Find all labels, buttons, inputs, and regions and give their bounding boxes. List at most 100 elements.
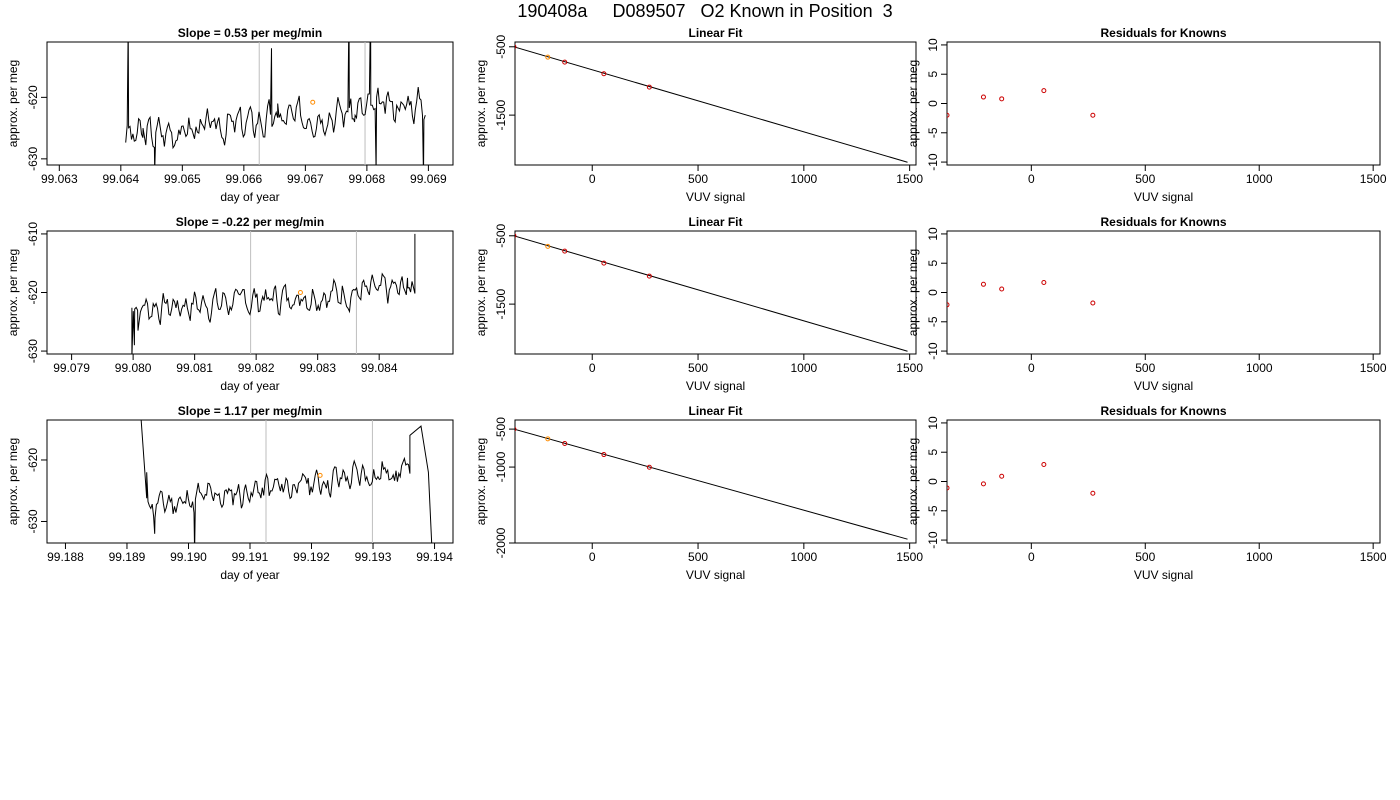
x-tick-label: 0 <box>1028 172 1035 186</box>
plot-frame <box>46 41 454 166</box>
x-tick-label: 1500 <box>896 172 923 186</box>
panel-title: Residuals for Knowns <box>1100 215 1226 229</box>
x-tick-label: 1500 <box>1360 550 1387 564</box>
fit-line <box>515 235 908 352</box>
page-title: 190408a D089507 O2 Known in Position 3 <box>517 1 893 21</box>
known-marker <box>310 99 316 105</box>
x-axis-label: day of year <box>220 190 279 204</box>
fit-line <box>515 428 908 540</box>
y-tick-label: -500 <box>494 34 508 58</box>
x-tick-label: 1500 <box>896 361 923 375</box>
x-tick-label: 99.067 <box>287 172 324 186</box>
plot-frame <box>946 41 1381 166</box>
x-tick-label: 500 <box>1135 361 1155 375</box>
fit-point <box>646 84 652 90</box>
y-axis-label: approx. per meg <box>474 60 488 147</box>
y-axis-label: approx. per meg <box>474 438 488 525</box>
fit-point <box>601 260 607 266</box>
fit-point <box>601 452 607 458</box>
x-tick-label: 500 <box>1135 550 1155 564</box>
panel-title: Linear Fit <box>688 26 742 40</box>
y-tick-label: -10 <box>926 342 940 360</box>
x-tick-label: 99.081 <box>176 361 213 375</box>
y-tick-label: -620 <box>26 280 40 304</box>
x-axis-label: VUV signal <box>686 379 745 393</box>
fit-point <box>545 243 551 249</box>
residual-point <box>980 94 986 100</box>
plot-area <box>947 280 1096 308</box>
plot-area <box>515 426 908 540</box>
x-tick-label: 99.063 <box>41 172 78 186</box>
x-tick-label: 99.065 <box>164 172 201 186</box>
fit-point <box>515 426 517 432</box>
y-tick-label: -1500 <box>494 288 508 319</box>
residual-point <box>1090 300 1096 306</box>
signal-trace <box>131 233 416 354</box>
panel-r2c2: Linear Fit VUV signal approx. per meg 0 500 1… <box>474 215 923 393</box>
x-tick-label: 500 <box>688 172 708 186</box>
known-marker <box>297 290 303 295</box>
residual-point <box>1041 462 1047 468</box>
y-tick-label: -1000 <box>494 451 508 482</box>
y-axis-label: approx. per meg <box>6 249 20 336</box>
fit-point <box>545 54 551 60</box>
residual-point <box>947 485 950 491</box>
x-tick-label: 99.188 <box>47 550 84 564</box>
y-tick-label: -5 <box>926 505 940 516</box>
y-tick-label: 0 <box>926 100 940 107</box>
x-tick-label: 99.084 <box>361 361 398 375</box>
x-tick-label: 99.079 <box>53 361 90 375</box>
y-tick-label: -610 <box>26 222 40 246</box>
x-tick-label: 1000 <box>1246 172 1273 186</box>
fit-line <box>515 46 908 163</box>
fit-point <box>646 464 652 470</box>
x-tick-label: 0 <box>589 172 596 186</box>
plot-frame <box>46 419 454 544</box>
x-tick-label: 99.080 <box>115 361 152 375</box>
panel-r1c3: Residuals for Knowns VUV signal approx. pe… <box>906 26 1387 204</box>
residual-point <box>980 481 986 487</box>
x-tick-label: 500 <box>1135 172 1155 186</box>
plot-area <box>131 231 416 354</box>
y-axis-label: approx. per meg <box>6 438 20 525</box>
x-tick-label: 1000 <box>790 550 817 564</box>
panel-r3c3: Residuals for Knowns VUV signal approx. pe… <box>906 404 1387 582</box>
y-tick-label: -500 <box>494 417 508 441</box>
x-tick-label: 1000 <box>790 172 817 186</box>
residual-point <box>1041 280 1047 286</box>
y-tick-label: 10 <box>926 227 940 241</box>
x-tick-label: 0 <box>589 550 596 564</box>
y-tick-label: 0 <box>926 478 940 485</box>
y-tick-label: -10 <box>926 531 940 549</box>
plot-frame <box>946 419 1381 544</box>
signal-trace <box>140 420 433 543</box>
panel-title: Residuals for Knowns <box>1100 404 1226 418</box>
residual-point <box>1090 490 1096 496</box>
x-tick-label: 0 <box>1028 361 1035 375</box>
x-tick-label: 99.066 <box>225 172 262 186</box>
y-tick-label: 10 <box>926 38 940 52</box>
x-tick-label: 0 <box>1028 550 1035 564</box>
plot-frame <box>514 419 917 544</box>
x-tick-label: 99.193 <box>355 550 392 564</box>
panel-title: Slope = -0.22 per meg/min <box>176 215 324 229</box>
x-axis-label: VUV signal <box>686 190 745 204</box>
signal-trace <box>125 42 426 165</box>
x-tick-label: 99.083 <box>299 361 336 375</box>
residual-point <box>1041 88 1047 94</box>
residual-point <box>999 286 1005 292</box>
plot-area <box>515 44 908 163</box>
panel-r2c3: Residuals for Knowns VUV signal approx. pe… <box>906 215 1387 393</box>
plot-area <box>140 420 433 543</box>
y-axis-label: approx. per meg <box>906 60 920 147</box>
x-tick-label: 1500 <box>896 550 923 564</box>
x-tick-label: 99.192 <box>293 550 330 564</box>
y-tick-label: 5 <box>926 71 940 78</box>
panel-r3c1: Slope = 1.17 per meg/min day of year appro… <box>6 404 454 582</box>
x-tick-label: 99.189 <box>109 550 146 564</box>
y-tick-label: 5 <box>926 260 940 267</box>
y-tick-label: 10 <box>926 416 940 430</box>
x-tick-label: 99.194 <box>416 550 453 564</box>
fit-point <box>646 273 652 279</box>
y-tick-label: -5 <box>926 316 940 327</box>
